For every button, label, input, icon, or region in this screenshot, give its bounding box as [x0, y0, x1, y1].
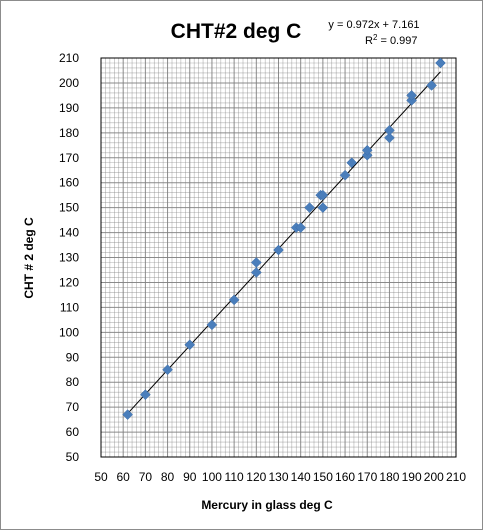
x-tick-label: 180 [379, 470, 399, 484]
data-point [361, 144, 373, 156]
data-point [295, 222, 307, 233]
y-tick-label: 160 [59, 176, 79, 190]
data-point [250, 257, 262, 268]
y-tick-label: 100 [59, 325, 79, 339]
data-point [339, 169, 351, 181]
x-tick-label: 90 [183, 470, 197, 484]
chart-title: CHT#2 deg C [171, 20, 302, 43]
y-tick-label: 200 [59, 76, 79, 90]
data-point [206, 319, 218, 331]
plot-area [100, 57, 457, 458]
x-axis-title: Mercury in glass deg C [201, 498, 333, 512]
y-tick-label: 170 [59, 151, 79, 165]
data-point [304, 202, 315, 213]
x-tick-label: 160 [335, 470, 355, 484]
x-tick-label: 120 [246, 470, 266, 484]
y-axis-title: CHT # 2 deg C [22, 217, 36, 299]
x-tick-label: 150 [313, 470, 333, 484]
x-axis-ticks: 50 60 70 80 90 100 110 120 130 140 150 160 170 180 190… [94, 470, 466, 484]
x-tick-label: 170 [357, 470, 377, 484]
x-tick-label: 70 [139, 470, 153, 484]
y-tick-label: 90 [66, 350, 80, 364]
data-point [140, 389, 151, 401]
data-point [228, 294, 240, 306]
r-squared-label: R2 = 0.997 [365, 33, 417, 47]
data-point [435, 57, 446, 69]
data-point [122, 409, 133, 420]
x-tick-label: 190 [402, 470, 422, 484]
y-axis-ticks: 50 60 70 80 90 100 110 120 130 140 150 160 170 180 190… [59, 51, 79, 464]
data-point [273, 244, 284, 256]
y-tick-label: 210 [59, 51, 79, 65]
x-tick-label: 140 [291, 470, 311, 484]
y-tick-label: 50 [66, 450, 80, 464]
data-point [184, 339, 196, 351]
y-tick-label: 60 [66, 425, 80, 439]
y-tick-label: 120 [59, 275, 79, 289]
data-point [162, 364, 173, 376]
data-point [250, 267, 262, 278]
data-point [384, 124, 395, 136]
x-tick-label: 200 [424, 470, 444, 484]
y-tick-label: 180 [59, 126, 79, 140]
x-tick-label: 110 [225, 470, 244, 484]
x-tick-label: 210 [446, 470, 466, 484]
y-tick-label: 140 [59, 226, 79, 240]
y-tick-label: 70 [66, 400, 80, 414]
y-tick-label: 110 [60, 300, 79, 314]
x-tick-label: 80 [161, 470, 175, 484]
data-point [317, 202, 329, 213]
x-tick-label: 50 [94, 470, 108, 484]
data-point [426, 80, 437, 91]
y-tick-label: 150 [59, 201, 79, 215]
y-tick-label: 80 [66, 375, 80, 389]
data-point [317, 189, 329, 201]
data-point [346, 157, 358, 169]
trendline-equation: y = 0.972x + 7.161 [328, 19, 419, 31]
x-tick-label: 60 [117, 470, 131, 484]
y-tick-label: 190 [59, 101, 79, 115]
x-tick-label: 100 [202, 470, 222, 484]
data-point [406, 90, 417, 101]
plot-border [100, 57, 457, 458]
data-point [384, 132, 395, 144]
data-markers [122, 57, 446, 420]
y-tick-label: 130 [59, 251, 79, 265]
x-tick-label: 130 [268, 470, 288, 484]
